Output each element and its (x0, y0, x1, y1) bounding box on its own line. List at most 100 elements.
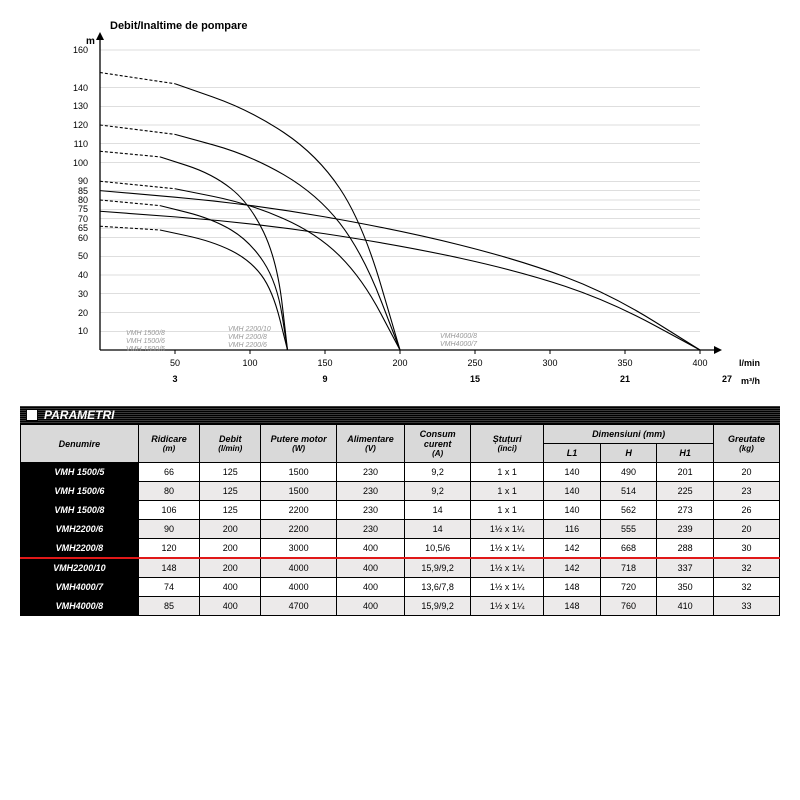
x-tick: 50 (160, 358, 190, 368)
model-name: VMH4000/7 (21, 578, 139, 597)
spec-cell: 273 (657, 501, 714, 520)
y-tick: 130 (64, 101, 88, 111)
spec-cell: 239 (657, 520, 714, 539)
y-tick: 140 (64, 83, 88, 93)
table-body: VMH 1500/56612515002309,21 x 11404902012… (21, 463, 780, 616)
x-subtick: 27 (712, 374, 742, 384)
x-subtick: 9 (310, 374, 340, 384)
th-consum: Consum curent(A) (405, 425, 471, 463)
spec-cell: 140 (544, 463, 601, 482)
model-name: VMH 1500/8 (21, 501, 139, 520)
th-stuturi: Ștuțuri(inci) (471, 425, 544, 463)
spec-cell: 400 (336, 597, 404, 616)
model-name: VMH2200/10 (21, 558, 139, 578)
spec-cell: 32 (713, 558, 779, 578)
spec-cell: 9,2 (405, 463, 471, 482)
spec-cell: 337 (657, 558, 714, 578)
spec-cell: 1 x 1 (471, 501, 544, 520)
spec-cell: 15,9/9,2 (405, 597, 471, 616)
spec-cell: 9,2 (405, 482, 471, 501)
spec-cell: 350 (657, 578, 714, 597)
spec-cell: 562 (600, 501, 657, 520)
y-tick: 90 (64, 176, 88, 186)
spec-cell: 555 (600, 520, 657, 539)
spec-cell: 1½ x 1¼ (471, 597, 544, 616)
x-axis-unit-bottom: m³/h (741, 376, 760, 386)
table-row: VMH4000/885400470040015,9/9,21½ x 1¼1487… (21, 597, 780, 616)
th-h1: H1 (657, 444, 714, 463)
spec-cell: 148 (544, 597, 601, 616)
spec-cell: 230 (336, 463, 404, 482)
spec-cell: 490 (600, 463, 657, 482)
x-tick: 150 (310, 358, 340, 368)
model-name: VMH 1500/5 (21, 463, 139, 482)
spec-cell: 142 (544, 558, 601, 578)
x-axis-unit-top: l/min (739, 358, 760, 368)
table-head: Denumire Ridicare(m) Debit(l/min) Putere… (21, 425, 780, 463)
table-row: VMH2200/8120200300040010,5/61½ x 1¼14266… (21, 539, 780, 559)
spec-cell: 718 (600, 558, 657, 578)
y-tick: 60 (64, 233, 88, 243)
spec-cell: 13,6/7,8 (405, 578, 471, 597)
spec-cell: 230 (336, 482, 404, 501)
spec-cell: 3000 (261, 539, 336, 559)
spec-cell: 410 (657, 597, 714, 616)
x-tick: 400 (685, 358, 715, 368)
series-label: VMH 1500/8VMH 1500/6VMH 1500/5 (126, 330, 165, 354)
spec-cell: 148 (138, 558, 199, 578)
spec-cell: 720 (600, 578, 657, 597)
y-tick: 75 (64, 204, 88, 214)
spec-cell: 225 (657, 482, 714, 501)
spec-cell: 1500 (261, 463, 336, 482)
spec-cell: 120 (138, 539, 199, 559)
model-name: VMH2200/6 (21, 520, 139, 539)
section-banner: PARAMETRI (20, 406, 780, 424)
y-tick: 70 (64, 214, 88, 224)
y-tick: 10 (64, 326, 88, 336)
spec-cell: 10,5/6 (405, 539, 471, 559)
spec-cell: 1½ x 1¼ (471, 539, 544, 559)
table-row: VMH2200/6902002200230141½ x 1¼1165552392… (21, 520, 780, 539)
spec-cell: 668 (600, 539, 657, 559)
series-label: VMH 2200/10VMH 2200/8VMH 2200/6 (228, 326, 271, 350)
spec-cell: 74 (138, 578, 199, 597)
y-tick: 65 (64, 223, 88, 233)
spec-cell: 4000 (261, 578, 336, 597)
spec-cell: 148 (544, 578, 601, 597)
spec-cell: 4700 (261, 597, 336, 616)
th-l1: L1 (544, 444, 601, 463)
spec-cell: 2200 (261, 501, 336, 520)
spec-cell: 200 (200, 539, 261, 559)
spec-cell: 230 (336, 501, 404, 520)
spec-cell: 288 (657, 539, 714, 559)
y-tick: 80 (64, 195, 88, 205)
spec-cell: 14 (405, 501, 471, 520)
spec-cell: 30 (713, 539, 779, 559)
spec-cell: 20 (713, 463, 779, 482)
table-row: VMH2200/10148200400040015,9/9,21½ x 1¼14… (21, 558, 780, 578)
spec-cell: 85 (138, 597, 199, 616)
spec-cell: 80 (138, 482, 199, 501)
spec-cell: 33 (713, 597, 779, 616)
th-ridicare: Ridicare(m) (138, 425, 199, 463)
table-row: VMH 1500/56612515002309,21 x 11404902012… (21, 463, 780, 482)
spec-cell: 20 (713, 520, 779, 539)
spec-cell: 140 (544, 501, 601, 520)
spec-cell: 1 x 1 (471, 482, 544, 501)
y-tick: 40 (64, 270, 88, 280)
spec-cell: 1½ x 1¼ (471, 578, 544, 597)
spec-cell: 200 (200, 558, 261, 578)
spec-cell: 201 (657, 463, 714, 482)
spec-cell: 514 (600, 482, 657, 501)
spec-cell: 125 (200, 501, 261, 520)
spec-cell: 15,9/9,2 (405, 558, 471, 578)
spec-cell: 14 (405, 520, 471, 539)
spec-cell: 400 (200, 578, 261, 597)
series-label: VMH4000/8VMH4000/7 (440, 333, 477, 349)
spec-cell: 1 x 1 (471, 463, 544, 482)
th-dims-group: Dimensiuni (mm) (544, 425, 714, 444)
th-debit: Debit(l/min) (200, 425, 261, 463)
y-tick: 30 (64, 289, 88, 299)
spec-cell: 66 (138, 463, 199, 482)
x-tick: 200 (385, 358, 415, 368)
